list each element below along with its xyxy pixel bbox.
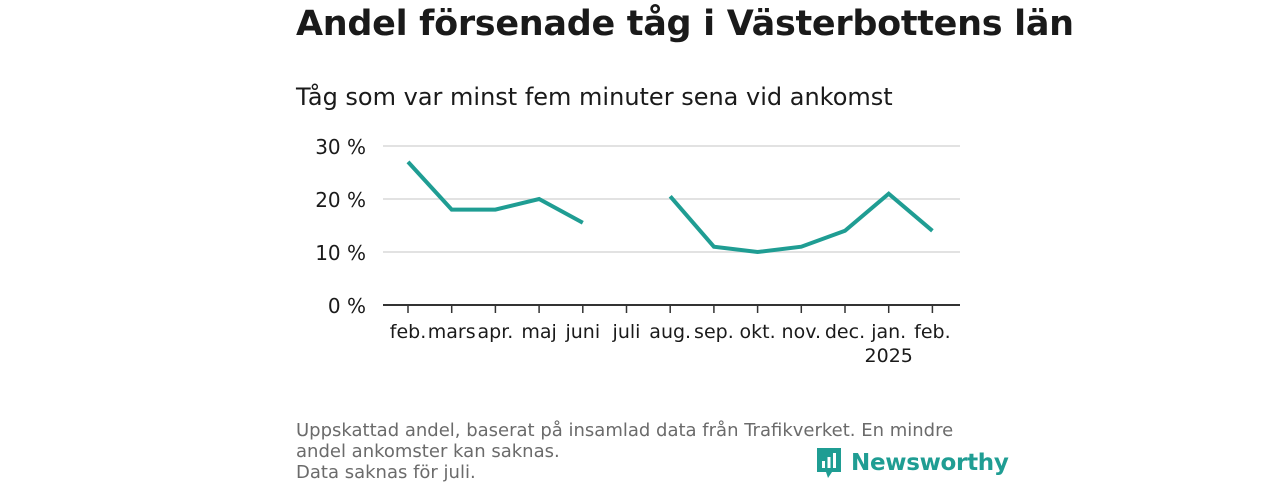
y-tick-label: 20 % — [315, 188, 366, 212]
x-tick-label: sep. — [694, 321, 734, 343]
x-tick-year-label: 2025 — [865, 345, 913, 367]
series-line — [406, 160, 584, 225]
chart-title: Andel försenade tåg i Västerbottens län — [296, 4, 1074, 44]
brand-name: Newsworthy — [851, 450, 1009, 476]
footnote-source: Uppskattad andel, baserat på insamlad da… — [296, 420, 954, 462]
x-tick-label: juni — [564, 321, 600, 343]
x-tick-label: dec. — [825, 321, 865, 343]
y-tick-label: 30 % — [315, 135, 366, 159]
footnote-missing: Data saknas för juli. — [296, 462, 476, 483]
x-tick-label: juli — [612, 321, 641, 343]
x-tick-label: mars — [428, 321, 476, 343]
brand-logo: Newsworthy — [815, 446, 1009, 480]
x-tick-label: aug. — [649, 321, 691, 343]
footnote: Uppskattad andel, baserat på insamlad da… — [296, 420, 986, 483]
newsworthy-logo-icon — [817, 448, 841, 478]
x-tick-label: apr. — [477, 321, 513, 343]
chart-subtitle: Tåg som var minst fem minuter sena vid a… — [296, 83, 893, 111]
x-tick-label: feb. — [390, 321, 426, 343]
y-tick-label: 0 % — [328, 294, 366, 318]
x-tick-label: feb. — [914, 321, 950, 343]
x-tick-label: maj — [521, 321, 556, 343]
series-line — [668, 191, 934, 255]
x-tick-label: nov. — [782, 321, 821, 343]
x-tick-label: jan. — [870, 321, 906, 343]
line-chart: 0 %10 %20 %30 %feb. mars apr. maj juni juli au… — [315, 135, 960, 367]
y-tick-label: 10 % — [315, 241, 366, 265]
x-tick-label: okt. — [740, 321, 776, 343]
